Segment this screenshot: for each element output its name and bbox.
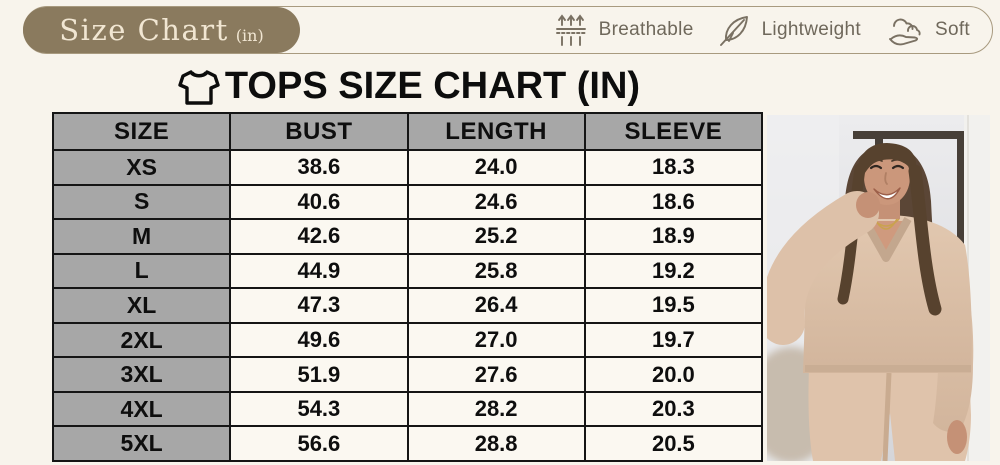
table-row: XL 47.3 26.4 19.5	[51, 287, 764, 324]
size-chart-table: SIZE BUST LENGTH SLEEVE XS 38.6 24.0 18.…	[51, 112, 764, 462]
bust-cell: 44.9	[229, 252, 409, 290]
feature-lightweight: Lightweight	[718, 13, 861, 48]
length-cell: 24.6	[406, 183, 586, 221]
sleeve-cell: 18.9	[583, 218, 764, 255]
sleeve-cell: 20.5	[583, 425, 764, 462]
header-bar: Size Chart (in) Breathab	[23, 6, 993, 54]
col-header-sleeve: SLEEVE	[583, 112, 764, 151]
bust-cell: 40.6	[229, 183, 409, 221]
size-cell: 3XL	[51, 356, 232, 393]
col-header-size: SIZE	[51, 112, 232, 151]
table-row: 3XL 51.9 27.6 20.0	[51, 356, 764, 393]
sleeve-cell: 20.3	[583, 390, 764, 428]
sleeve-cell: 20.0	[583, 356, 764, 393]
length-cell: 25.8	[406, 252, 586, 290]
length-cell: 27.6	[406, 356, 586, 393]
size-cell: XL	[51, 287, 232, 324]
table-header-row: SIZE BUST LENGTH SLEEVE	[51, 112, 764, 151]
sleeve-cell: 18.6	[583, 183, 764, 221]
length-cell: 27.0	[406, 321, 586, 359]
table-row: 2XL 49.6 27.0 19.7	[51, 321, 764, 359]
sleeve-cell: 19.5	[583, 287, 764, 324]
sleeve-cell: 19.7	[583, 321, 764, 359]
table-row: L 44.9 25.8 19.2	[51, 252, 764, 290]
feature-label: Breathable	[598, 19, 694, 40]
bust-cell: 42.6	[229, 218, 409, 255]
length-cell: 28.8	[406, 425, 586, 462]
feature-soft: Soft	[885, 12, 970, 48]
size-cell: S	[51, 183, 232, 221]
badge-unit: (in)	[235, 25, 264, 45]
table-row: M 42.6 25.2 18.9	[51, 218, 764, 255]
table-row: XS 38.6 24.0 18.3	[51, 149, 764, 186]
size-cell: XS	[51, 149, 232, 186]
bust-cell: 51.9	[229, 356, 409, 393]
badge-title: Size Chart	[59, 13, 229, 47]
length-cell: 24.0	[406, 149, 586, 186]
tshirt-icon	[176, 63, 222, 109]
bust-cell: 38.6	[229, 149, 409, 186]
bust-cell: 47.3	[229, 287, 409, 324]
size-cell: L	[51, 252, 232, 290]
table-row: S 40.6 24.6 18.6	[51, 183, 764, 221]
sleeve-cell: 18.3	[583, 149, 764, 186]
size-chart-badge: Size Chart (in)	[23, 7, 300, 53]
feature-label: Soft	[935, 19, 970, 40]
length-cell: 25.2	[406, 218, 586, 255]
feature-list: Breathable Lightweight	[553, 7, 970, 53]
length-cell: 26.4	[406, 287, 586, 324]
page-title: TOPS SIZE CHART (IN)	[224, 64, 641, 107]
size-cell: 2XL	[51, 321, 232, 359]
lightweight-icon	[718, 13, 752, 48]
feature-label: Lightweight	[761, 19, 861, 40]
model-photo	[767, 115, 990, 461]
col-header-length: LENGTH	[406, 112, 586, 151]
length-cell: 28.2	[406, 390, 586, 428]
bust-cell: 56.6	[229, 425, 409, 462]
size-cell: 4XL	[51, 390, 232, 428]
soft-icon	[885, 12, 925, 48]
bust-cell: 54.3	[229, 390, 409, 428]
page-title-row: TOPS SIZE CHART (IN)	[53, 60, 763, 112]
bust-cell: 49.6	[229, 321, 409, 359]
feature-breathable: Breathable	[553, 13, 694, 48]
table-row: 4XL 54.3 28.2 20.3	[51, 390, 764, 428]
sleeve-cell: 19.2	[583, 252, 764, 290]
col-header-bust: BUST	[229, 112, 409, 151]
table-row: 5XL 56.6 28.8 20.5	[51, 425, 764, 462]
size-cell: M	[51, 218, 232, 255]
breathable-icon	[553, 13, 589, 48]
size-cell: 5XL	[51, 425, 232, 462]
